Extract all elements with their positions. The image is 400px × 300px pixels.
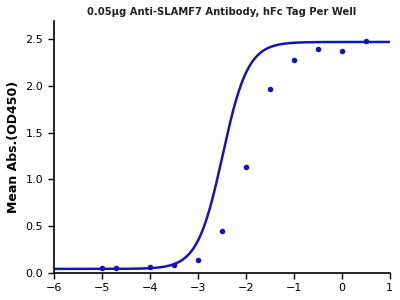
Y-axis label: Mean Abs.(OD450): Mean Abs.(OD450) bbox=[7, 80, 20, 213]
Title: 0.05μg Anti-SLAMF7 Antibody, hFc Tag Per Well: 0.05μg Anti-SLAMF7 Antibody, hFc Tag Per… bbox=[87, 7, 356, 17]
